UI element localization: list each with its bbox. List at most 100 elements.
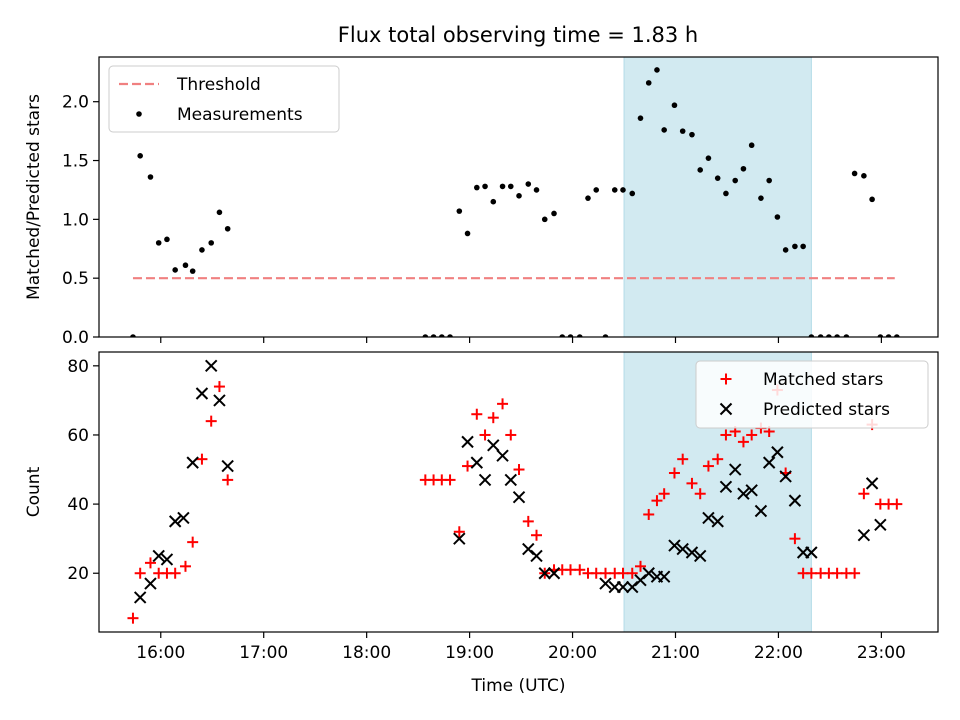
measurement-point bbox=[766, 177, 772, 184]
x-tick-label: 20:00 bbox=[548, 643, 597, 663]
y-tick-label: 1.0 bbox=[62, 210, 89, 230]
matched-point bbox=[531, 529, 543, 541]
measurement-point bbox=[792, 243, 798, 250]
measurement-point bbox=[189, 268, 196, 274]
measurement-point bbox=[808, 334, 815, 337]
measurement-point bbox=[130, 334, 136, 337]
measurement-point bbox=[447, 334, 453, 337]
top-axes: 0.0 0.5 1.0 1.5 2.0 Matched/Predicted stars Th… bbox=[24, 56, 939, 348]
measurement-point bbox=[732, 177, 738, 184]
matched-point bbox=[617, 567, 629, 579]
matched-point bbox=[702, 460, 714, 472]
measurement-point bbox=[885, 334, 892, 337]
predicted-point bbox=[642, 567, 655, 580]
measurement-point bbox=[559, 334, 566, 337]
predicted-point bbox=[133, 591, 147, 604]
predicted-point bbox=[168, 515, 182, 528]
measurement-point bbox=[620, 187, 626, 193]
bottom-axes: 20 40 60 80 16:00 17:00 18:00 19:00 20:00 21:00 22… bbox=[24, 351, 939, 696]
predicted-point bbox=[745, 484, 758, 497]
measurement-point bbox=[172, 267, 178, 273]
predicted-point bbox=[221, 459, 234, 473]
measurement-point bbox=[740, 165, 747, 172]
predicted-point bbox=[657, 570, 671, 583]
measurement-point bbox=[782, 247, 789, 253]
predicted-point bbox=[857, 529, 871, 542]
matched-point bbox=[590, 567, 602, 579]
matched-point bbox=[187, 536, 199, 548]
measurement-point bbox=[851, 170, 858, 177]
axes-frame bbox=[98, 351, 939, 633]
measurement-point bbox=[661, 127, 667, 133]
legend-matched-swatch bbox=[720, 373, 732, 385]
matched-point bbox=[643, 508, 655, 520]
predicted-point bbox=[805, 546, 818, 559]
predicted-point bbox=[453, 532, 466, 545]
predicted-point bbox=[599, 577, 612, 590]
measurement-point bbox=[834, 334, 840, 337]
axes-frame bbox=[98, 56, 939, 338]
matched-point bbox=[205, 415, 217, 427]
predicted-point bbox=[512, 490, 526, 504]
measurement-point bbox=[602, 334, 609, 337]
measurement-point bbox=[826, 334, 832, 337]
predicted-point bbox=[711, 515, 724, 528]
measurement-point bbox=[748, 142, 755, 149]
matched-point bbox=[213, 381, 225, 393]
measurement-point bbox=[817, 334, 824, 337]
predicted-point bbox=[470, 456, 484, 469]
predicted-point bbox=[547, 567, 561, 580]
measurement-point bbox=[843, 334, 850, 337]
measurement-point bbox=[645, 80, 652, 86]
predicted-point bbox=[865, 477, 879, 490]
legend-predicted-swatch bbox=[719, 402, 733, 416]
predicted-point bbox=[177, 511, 190, 525]
measurement-point bbox=[861, 173, 867, 179]
matched-point bbox=[668, 467, 680, 479]
matched-point bbox=[462, 460, 474, 472]
predicted-point bbox=[702, 511, 715, 525]
measurement-point bbox=[576, 334, 583, 337]
matched-point bbox=[487, 412, 499, 424]
measurement-point bbox=[422, 334, 429, 337]
measurement-point bbox=[894, 334, 900, 337]
measurement-point bbox=[877, 334, 884, 337]
matched-point bbox=[127, 612, 139, 624]
measurement-point bbox=[697, 167, 703, 173]
matched-point bbox=[634, 560, 646, 572]
x-tick-label: 23:00 bbox=[857, 643, 906, 663]
legend-label-threshold: Threshold bbox=[176, 75, 261, 95]
matched-point bbox=[686, 477, 698, 489]
measurement-point bbox=[533, 187, 540, 193]
x-tick-label: 21:00 bbox=[651, 643, 700, 663]
matched-point bbox=[891, 498, 903, 510]
matched-point bbox=[858, 488, 870, 500]
measurement-point bbox=[490, 198, 497, 205]
measurement-point bbox=[567, 334, 574, 337]
legend-box bbox=[695, 360, 929, 429]
measurement-point bbox=[208, 240, 215, 246]
predicted-point bbox=[144, 577, 157, 590]
predicted-point bbox=[530, 549, 543, 563]
predicted-point bbox=[693, 549, 707, 563]
x-tick-label: 19:00 bbox=[445, 643, 494, 663]
predicted-point bbox=[685, 546, 699, 559]
predicted-point bbox=[771, 446, 784, 459]
measurement-point bbox=[637, 115, 644, 121]
measurement-point bbox=[164, 236, 170, 243]
measurement-point bbox=[137, 153, 143, 159]
matched-point bbox=[712, 453, 724, 465]
matched-point bbox=[599, 567, 611, 579]
matched-point bbox=[453, 526, 465, 538]
highlight-span bbox=[623, 57, 812, 337]
measurement-point bbox=[155, 240, 162, 246]
matched-point bbox=[658, 488, 670, 500]
x-axis-label: Time (UTC) bbox=[471, 676, 566, 696]
matched-point bbox=[196, 453, 208, 465]
predicted-point bbox=[538, 567, 551, 580]
x-tick-label: 18:00 bbox=[342, 643, 391, 663]
legend: Matched stars Predicted stars bbox=[695, 360, 929, 429]
measurement-point bbox=[585, 195, 591, 201]
y-tick-label: 1.5 bbox=[62, 152, 89, 172]
